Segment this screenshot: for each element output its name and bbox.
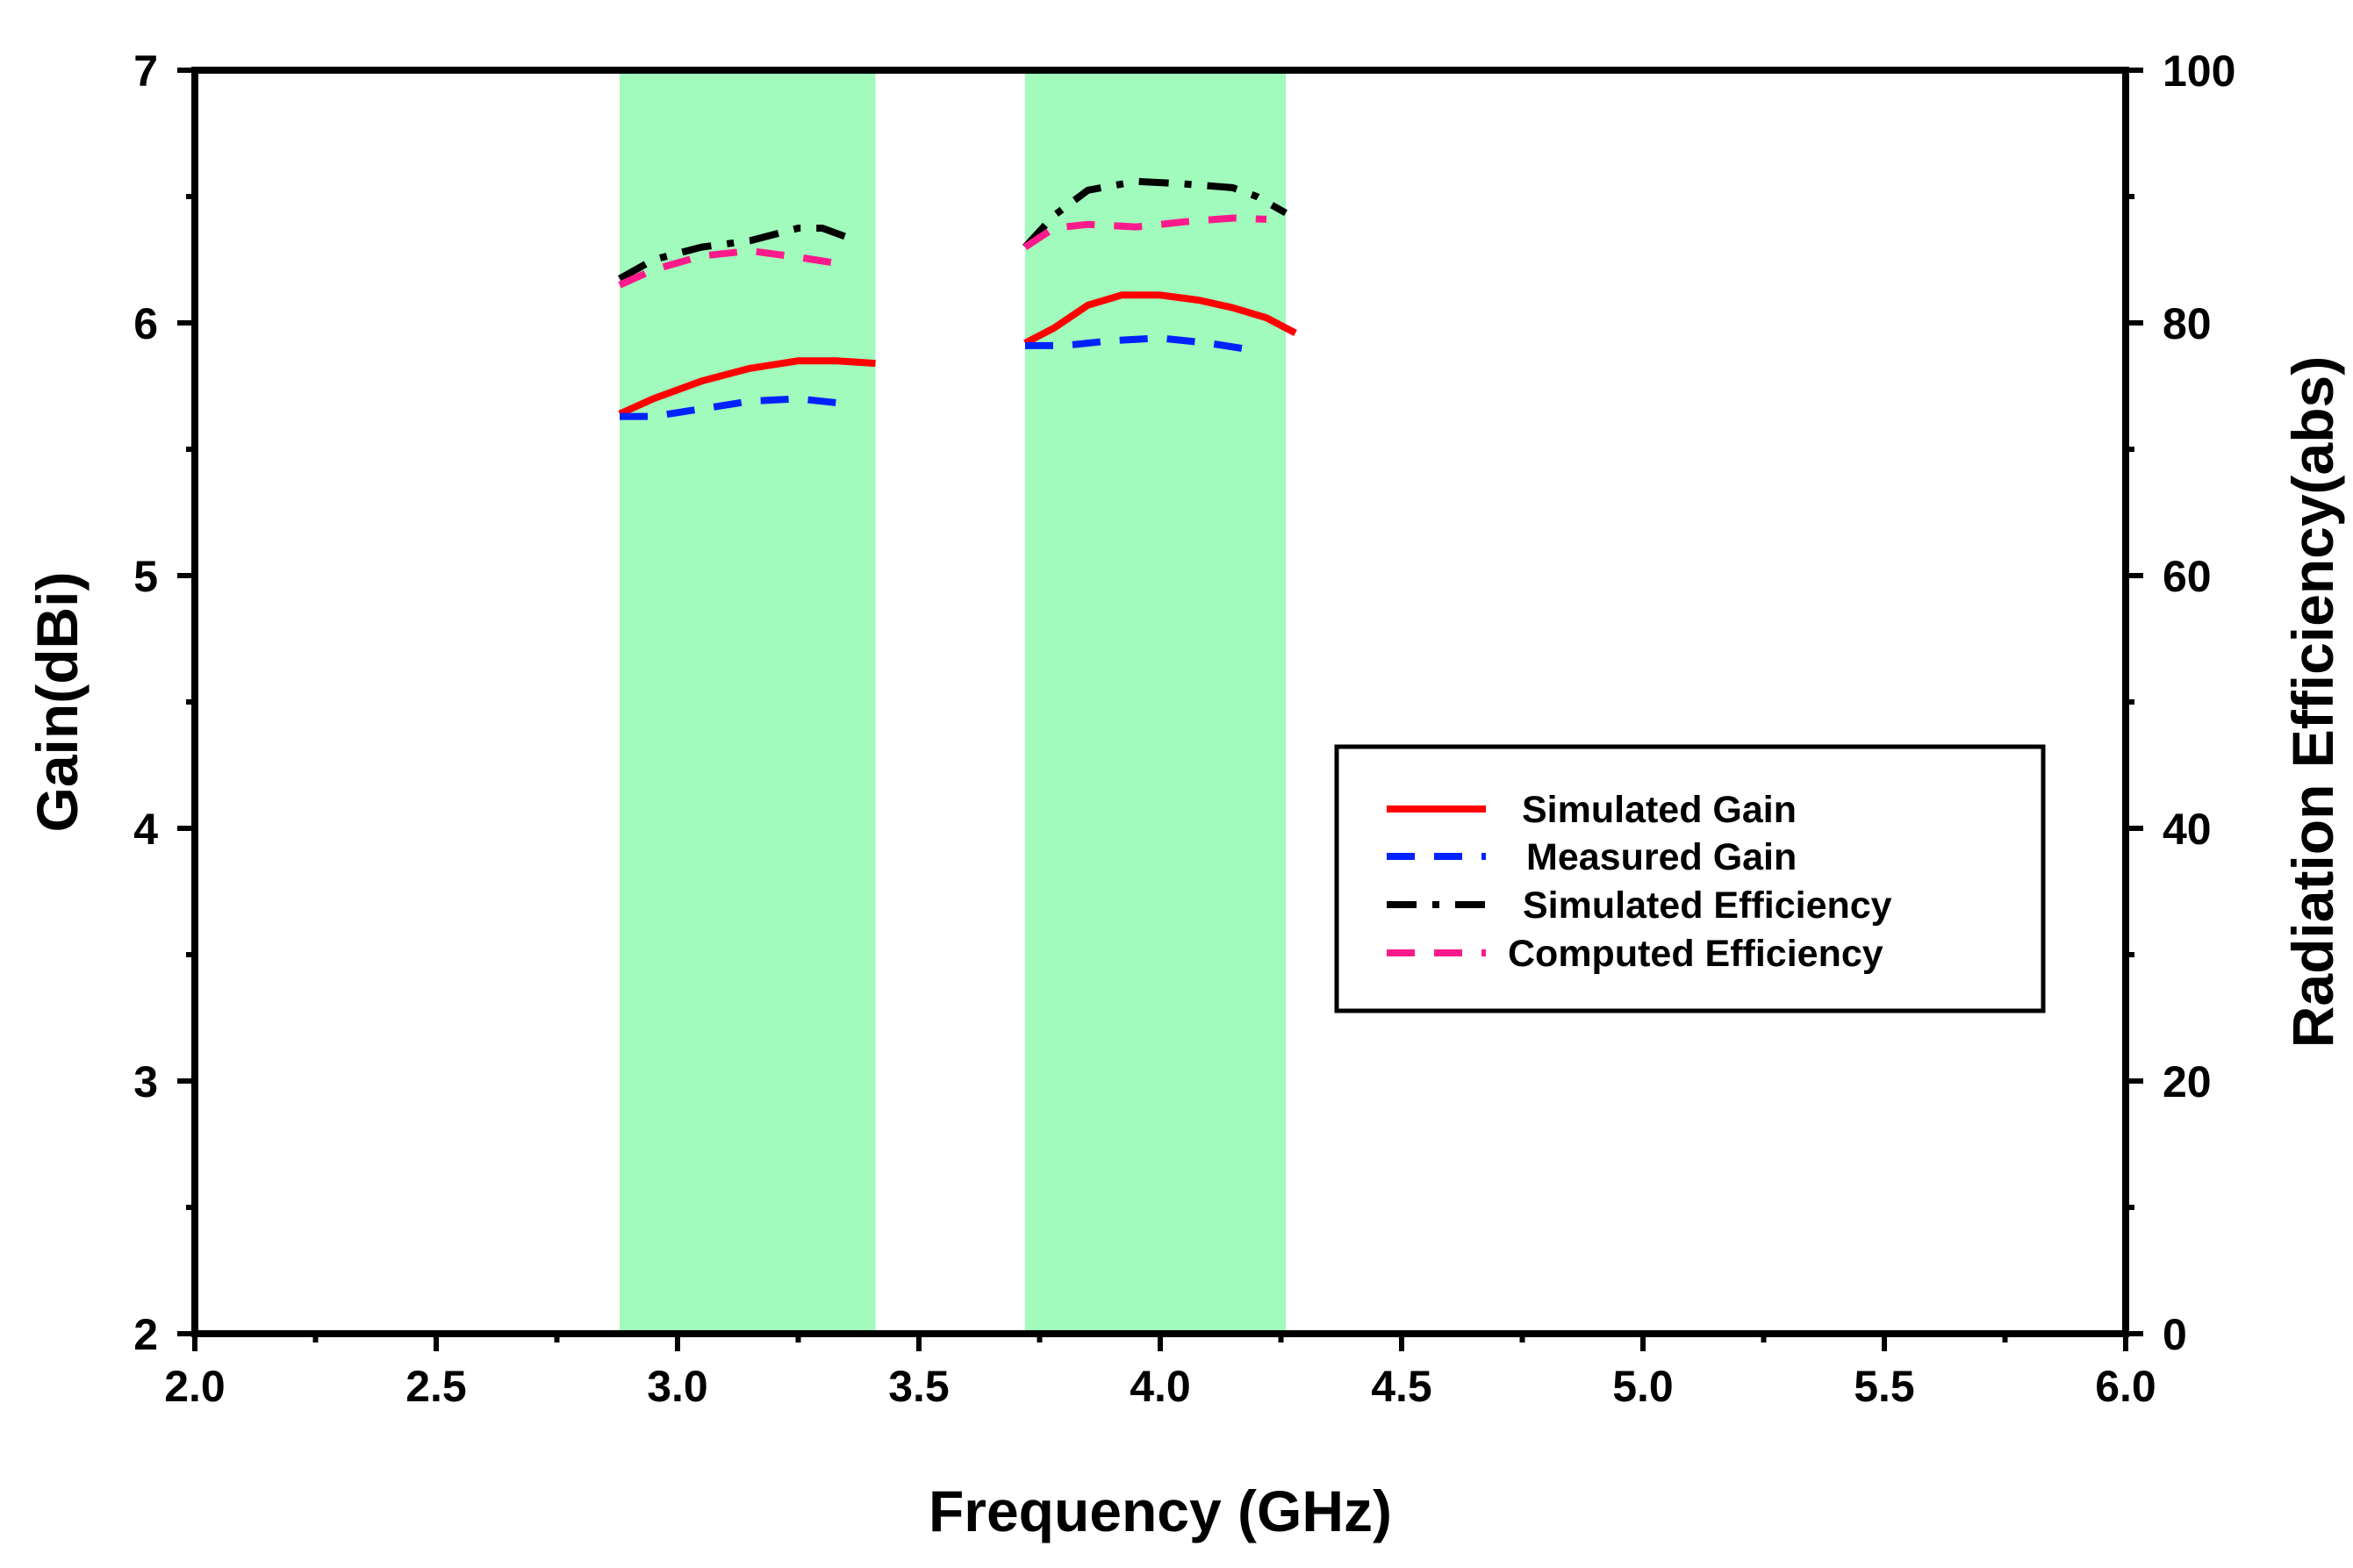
highlight-bands: [620, 70, 1286, 1334]
legend-label-3: Simulated Efficiency: [1523, 884, 1892, 927]
x-tick-label: 2.5: [405, 1362, 467, 1411]
x-tick-label: 5.0: [1612, 1362, 1674, 1411]
x-tick-label: 2.0: [164, 1362, 226, 1411]
y2-tick-label: 0: [2163, 1310, 2187, 1359]
highlight-band-1: [620, 70, 876, 1334]
series-line-2-segment-2: [1025, 334, 1258, 354]
legend-label-1: Simulated Gain: [1522, 789, 1797, 831]
series-simulated-gain: [618, 291, 1297, 418]
series-line-4-segment-2: [1022, 214, 1267, 250]
highlight-band-2: [1025, 70, 1286, 1334]
legend-box: [1334, 744, 2046, 1013]
legend-entries: Simulated Gain Measured Gain Simulated Eff…: [1387, 789, 1892, 975]
y2-tick-label: 60: [2163, 552, 2212, 601]
axis-ticks: 2.0 2.5 3.0 3.5 4.0 4.5 5.0 5.5 6.0 2 3 4 5 6 7 0 20 40 60…: [133, 47, 2235, 1411]
series-line-4-segment-1: [618, 247, 848, 289]
y2-tick-label: 40: [2163, 805, 2212, 854]
y-tick-label: 4: [133, 805, 158, 854]
y2-tick-label: 100: [2163, 47, 2235, 96]
x-tick-label: 4.0: [1130, 1362, 1191, 1411]
x-tick-label: 5.5: [1854, 1362, 1915, 1411]
x-tick-label: 3.0: [647, 1362, 708, 1411]
series-line-3-segment-1: [618, 225, 848, 283]
series-line-2-segment-1: [620, 395, 847, 420]
y2-axis-title: Radiation Efficiency(abs): [2280, 356, 2345, 1049]
y-tick-label: 5: [133, 552, 158, 601]
data-series: [618, 177, 1297, 420]
legend-label-4: Computed Efficiency: [1508, 933, 1883, 975]
series-measured-gain: [620, 334, 1258, 420]
y-tick-label: 6: [133, 299, 158, 348]
y-tick-label: 2: [133, 1310, 158, 1359]
series-line-1-segment-2: [1023, 291, 1297, 347]
y2-tick-label: 20: [2163, 1057, 2212, 1106]
legend-label-2: Measured Gain: [1526, 836, 1797, 878]
x-axis-title: Frequency (GHz): [929, 1479, 1392, 1543]
series-computed-efficiency: [618, 214, 1267, 289]
legend: Simulated Gain Measured Gain Simulated Eff…: [1334, 744, 2046, 1013]
y-tick-label: 3: [133, 1057, 158, 1106]
x-tick-label: 3.5: [888, 1362, 950, 1411]
y-axis-title: Gain(dBi): [25, 572, 90, 833]
x-tick-label: 6.0: [2095, 1362, 2156, 1411]
series-line-1-segment-1: [618, 357, 876, 418]
series-line-3-segment-2: [1022, 177, 1288, 250]
x-tick-label: 4.5: [1371, 1362, 1432, 1411]
series-simulated-efficiency: [618, 177, 1288, 283]
y2-tick-label: 80: [2163, 299, 2212, 348]
y-tick-label: 7: [133, 47, 158, 96]
